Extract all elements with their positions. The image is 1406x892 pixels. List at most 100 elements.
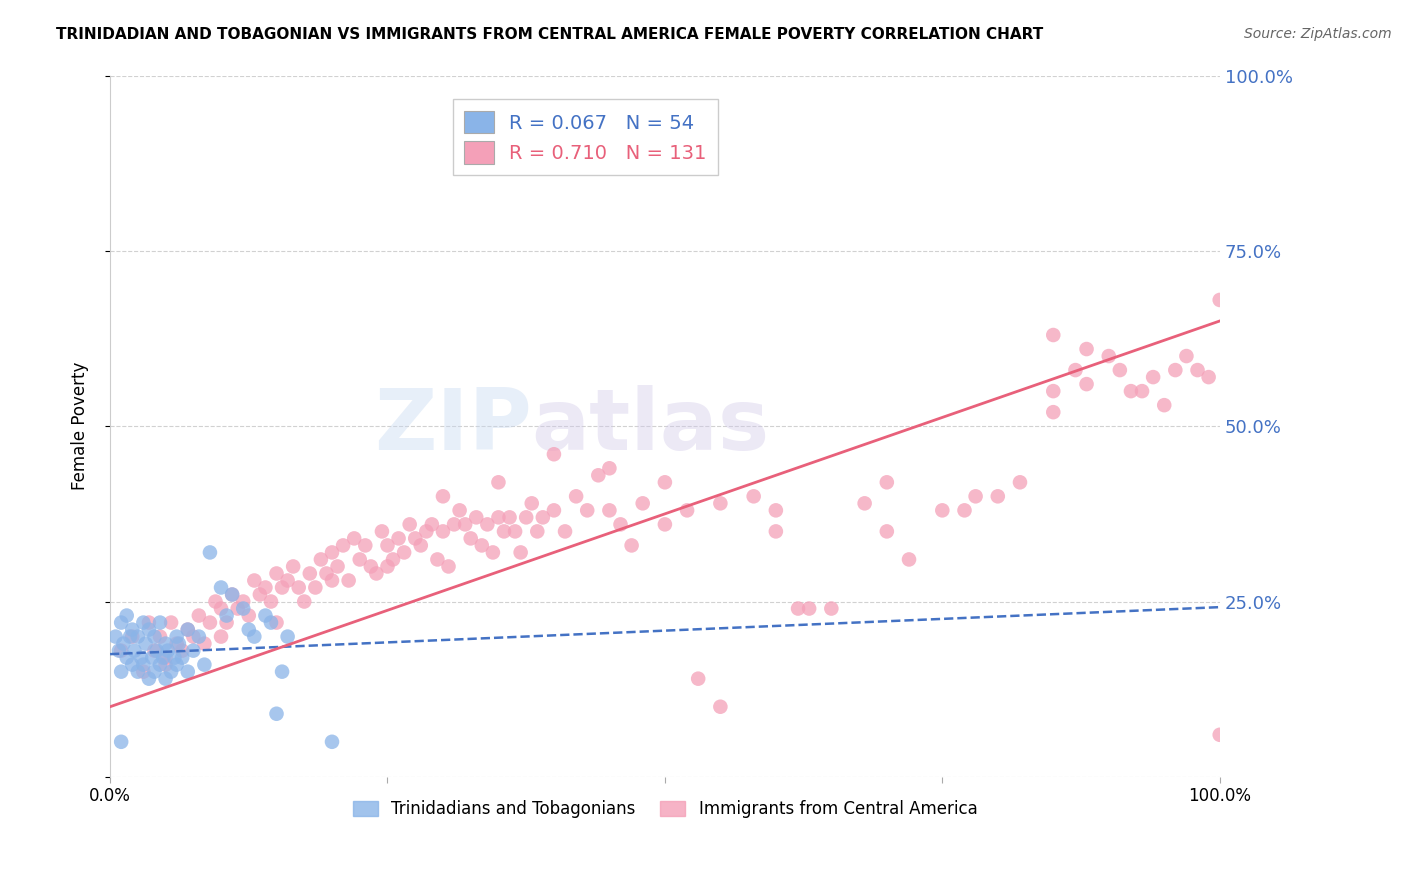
Point xyxy=(1164,363,1187,377)
Point xyxy=(554,524,576,539)
Point xyxy=(193,657,215,672)
Point xyxy=(198,545,221,559)
Point xyxy=(181,643,204,657)
Point xyxy=(232,594,254,608)
Point xyxy=(249,587,271,601)
Point xyxy=(337,574,360,588)
Point xyxy=(138,623,160,637)
Point xyxy=(283,559,305,574)
Point xyxy=(141,650,163,665)
Point xyxy=(1209,293,1232,307)
Point xyxy=(377,559,399,574)
Point xyxy=(143,643,166,657)
Point xyxy=(377,538,399,552)
Point xyxy=(631,496,654,510)
Point xyxy=(1209,728,1232,742)
Point xyxy=(509,545,531,559)
Point xyxy=(953,503,976,517)
Point xyxy=(392,545,415,559)
Point xyxy=(1076,342,1098,356)
Point xyxy=(271,581,294,595)
Point xyxy=(515,510,537,524)
Point xyxy=(167,637,190,651)
Point xyxy=(127,630,149,644)
Text: Source: ZipAtlas.com: Source: ZipAtlas.com xyxy=(1244,27,1392,41)
Point xyxy=(437,559,460,574)
Point xyxy=(156,643,179,657)
Point xyxy=(460,532,482,546)
Point xyxy=(321,545,343,559)
Point xyxy=(121,623,143,637)
Point xyxy=(187,608,209,623)
Point xyxy=(371,524,394,539)
Point xyxy=(654,517,676,532)
Point xyxy=(143,630,166,644)
Point xyxy=(277,630,299,644)
Point xyxy=(965,489,987,503)
Point xyxy=(304,581,326,595)
Point xyxy=(482,545,505,559)
Text: TRINIDADIAN AND TOBAGONIAN VS IMMIGRANTS FROM CENTRAL AMERICA FEMALE POVERTY COR: TRINIDADIAN AND TOBAGONIAN VS IMMIGRANTS… xyxy=(56,27,1043,42)
Point xyxy=(931,503,953,517)
Point xyxy=(138,615,160,630)
Point xyxy=(132,657,155,672)
Point xyxy=(243,574,266,588)
Point xyxy=(226,601,249,615)
Point xyxy=(326,559,349,574)
Point xyxy=(110,665,132,679)
Point xyxy=(1142,370,1164,384)
Point xyxy=(149,615,172,630)
Point xyxy=(709,699,731,714)
Point xyxy=(387,532,409,546)
Point xyxy=(104,630,127,644)
Text: atlas: atlas xyxy=(531,384,770,467)
Point xyxy=(138,672,160,686)
Point xyxy=(349,552,371,566)
Point xyxy=(198,615,221,630)
Point xyxy=(1130,384,1153,398)
Point xyxy=(115,650,138,665)
Point xyxy=(143,665,166,679)
Point xyxy=(172,643,194,657)
Point xyxy=(354,538,377,552)
Point xyxy=(321,574,343,588)
Point xyxy=(609,517,631,532)
Point xyxy=(266,615,288,630)
Point xyxy=(1042,328,1064,343)
Point xyxy=(987,489,1010,503)
Point xyxy=(132,615,155,630)
Point xyxy=(277,574,299,588)
Point xyxy=(160,665,183,679)
Point xyxy=(166,637,188,651)
Point xyxy=(271,665,294,679)
Point xyxy=(298,566,321,581)
Point xyxy=(576,503,599,517)
Y-axis label: Female Poverty: Female Poverty xyxy=(72,362,89,491)
Point xyxy=(360,559,382,574)
Point xyxy=(152,650,174,665)
Point xyxy=(477,517,499,532)
Point xyxy=(797,601,820,615)
Point xyxy=(709,496,731,510)
Point xyxy=(112,637,135,651)
Point xyxy=(292,594,315,608)
Point xyxy=(155,672,177,686)
Point xyxy=(254,581,277,595)
Point xyxy=(187,630,209,644)
Point xyxy=(432,524,454,539)
Point xyxy=(332,538,354,552)
Point xyxy=(110,735,132,749)
Point xyxy=(309,552,332,566)
Point xyxy=(1042,384,1064,398)
Point xyxy=(488,475,510,490)
Point xyxy=(315,566,337,581)
Point xyxy=(108,643,131,657)
Point xyxy=(765,503,787,517)
Point xyxy=(149,657,172,672)
Point xyxy=(588,468,610,483)
Point xyxy=(1153,398,1175,412)
Point xyxy=(124,643,146,657)
Point xyxy=(1175,349,1198,363)
Point xyxy=(215,608,238,623)
Point xyxy=(221,587,243,601)
